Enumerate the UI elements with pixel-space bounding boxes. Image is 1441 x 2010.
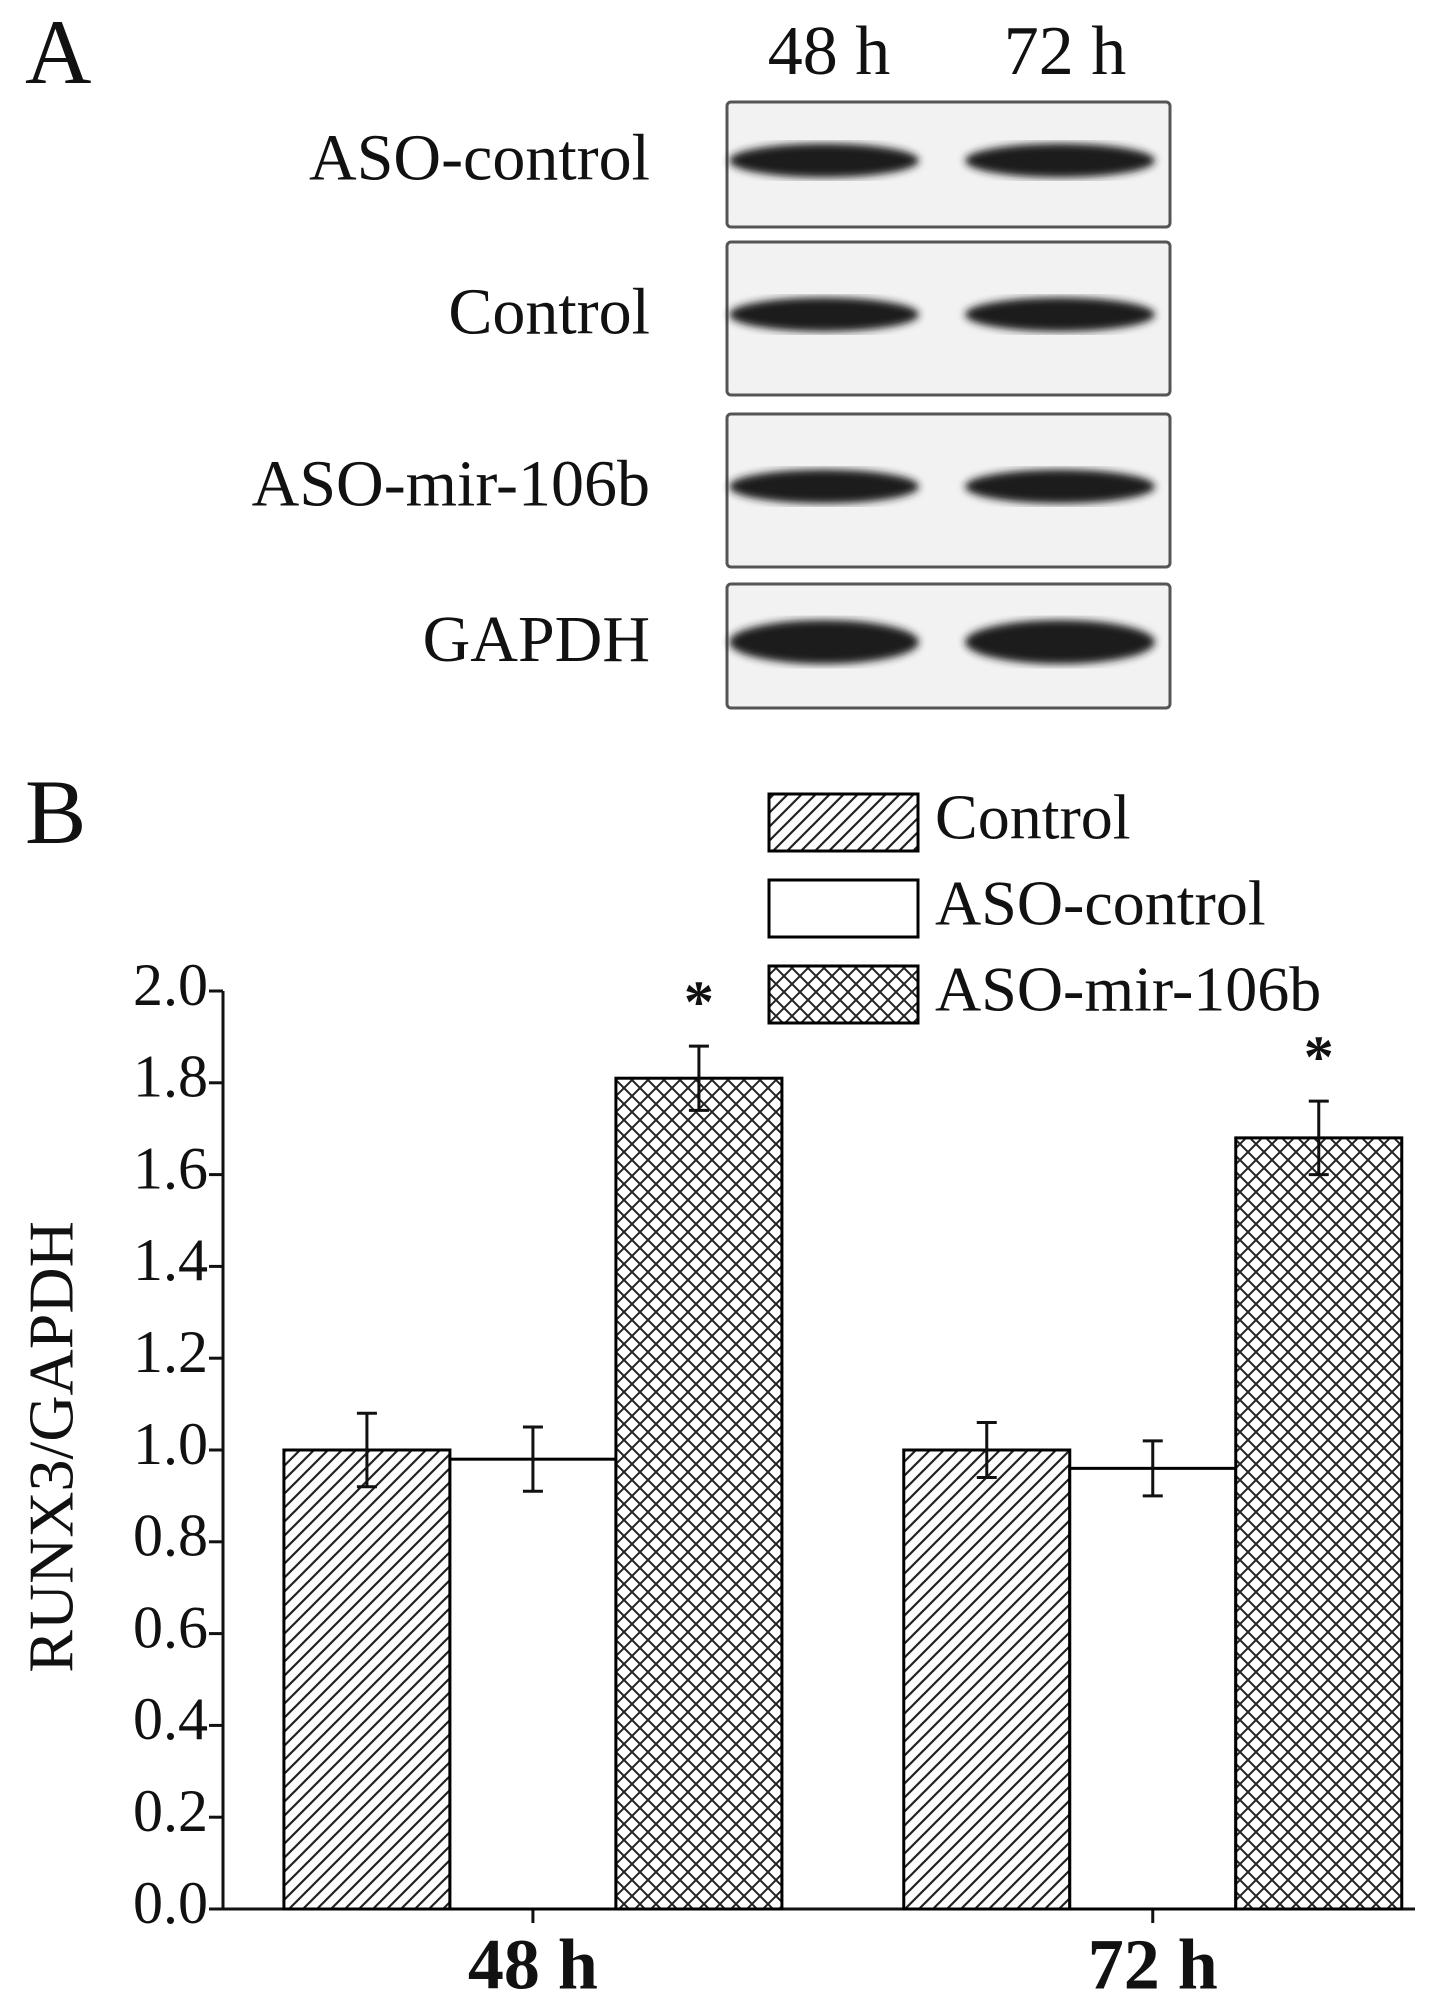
y-tick-label: 0.0 bbox=[133, 1870, 208, 1936]
blot-band bbox=[965, 143, 1155, 178]
error-bar bbox=[688, 1044, 709, 1112]
y-tick-label: 1.4 bbox=[133, 1227, 208, 1293]
bar bbox=[448, 1457, 618, 1911]
error-bar bbox=[522, 1425, 543, 1493]
blot-band bbox=[965, 297, 1155, 332]
bar bbox=[614, 1076, 784, 1911]
lane-label: 48 h bbox=[768, 13, 891, 90]
row-label: Control bbox=[448, 276, 650, 349]
y-tick-label: 2.0 bbox=[133, 952, 208, 1018]
x-tick-label: 48 h bbox=[468, 1925, 598, 2005]
blot-band bbox=[729, 469, 919, 504]
legend-label: ASO-control bbox=[935, 868, 1266, 939]
blot-box bbox=[725, 582, 1172, 710]
western-blot: 48 h 72 h ASO-control Control ASO-mir-106b GA… bbox=[252, 13, 1172, 710]
error-bar bbox=[976, 1420, 997, 1480]
blot-band bbox=[729, 620, 919, 664]
legend-swatch bbox=[767, 878, 920, 939]
panel-label: B bbox=[25, 761, 86, 863]
blot-box bbox=[725, 412, 1172, 569]
legend-swatch bbox=[767, 964, 920, 1025]
error-bar bbox=[1308, 1099, 1329, 1177]
y-tick-label: 1.2 bbox=[133, 1319, 208, 1385]
bar-chart: 0.0 0.2 0.4 0.6 0.8 1.0 1.2 1.4 1.6 1.8 2.0 RUNX3/G… bbox=[16, 782, 1415, 2005]
row-label: ASO-mir-106b bbox=[252, 448, 650, 521]
y-tick-label: 1.6 bbox=[133, 1135, 208, 1201]
legend-label: ASO-mir-106b bbox=[935, 954, 1321, 1025]
blot-box bbox=[725, 100, 1172, 229]
bar bbox=[902, 1448, 1072, 1911]
y-tick-label: 1.8 bbox=[133, 1044, 208, 1110]
error-bar bbox=[1142, 1439, 1163, 1498]
panel-label: A bbox=[25, 1, 91, 103]
blot-box bbox=[725, 240, 1172, 397]
row-label: ASO-control bbox=[309, 122, 650, 195]
row-label: GAPDH bbox=[423, 603, 650, 676]
bar bbox=[1068, 1466, 1238, 1911]
y-tick-label: 0.6 bbox=[133, 1594, 208, 1660]
error-bar bbox=[356, 1411, 377, 1489]
legend-swatch bbox=[767, 792, 920, 853]
y-tick-label: 0.2 bbox=[133, 1778, 208, 1844]
blot-band bbox=[729, 297, 919, 332]
y-axis-label: RUNX3/GAPDH bbox=[16, 1221, 87, 1673]
blot-band bbox=[965, 620, 1155, 664]
blot-band bbox=[729, 143, 919, 178]
bar bbox=[1234, 1136, 1404, 1911]
x-tick-label: 72 h bbox=[1088, 1925, 1218, 2005]
bar bbox=[282, 1448, 452, 1911]
y-tick-label: 0.4 bbox=[133, 1686, 208, 1752]
y-tick-label: 0.8 bbox=[133, 1503, 208, 1569]
significance: * bbox=[1304, 1024, 1334, 1090]
y-tick-label: 1.0 bbox=[133, 1411, 208, 1477]
legend-label: Control bbox=[935, 782, 1131, 853]
significance: * bbox=[684, 969, 714, 1035]
lane-label: 72 h bbox=[1004, 13, 1127, 90]
blot-band bbox=[965, 469, 1155, 504]
